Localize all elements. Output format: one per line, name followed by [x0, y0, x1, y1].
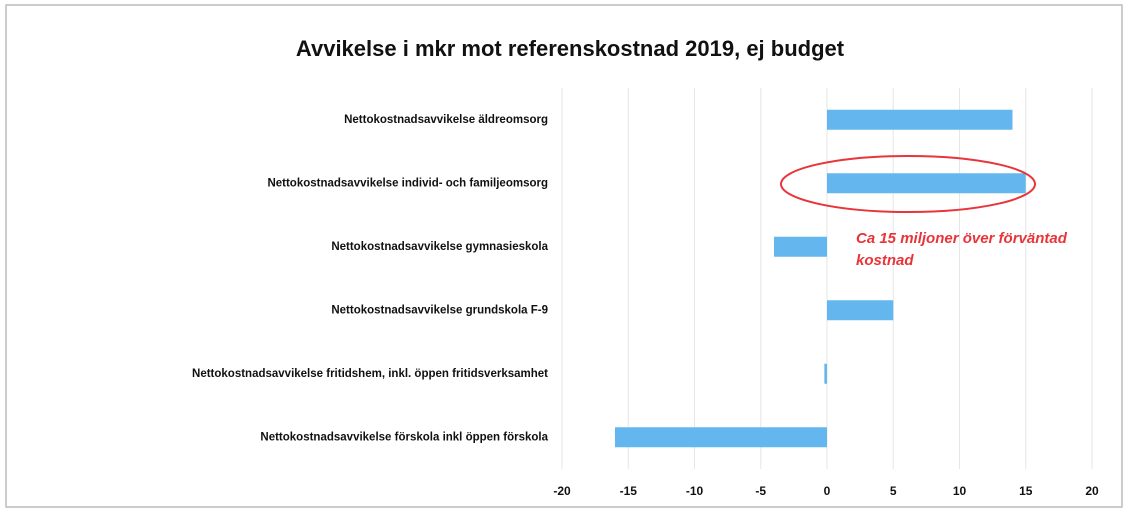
y-tick-label: Nettokostnadsavvikelse äldreomsorg [344, 114, 548, 126]
y-tick-label: Nettokostnadsavvikelse fritidshem, inkl.… [192, 368, 548, 380]
x-tick-label: 0 [824, 484, 831, 498]
highlight-ellipse [780, 155, 1036, 213]
bar [827, 173, 1026, 194]
bar [615, 427, 827, 448]
frame [5, 4, 1123, 508]
x-tick-label: 20 [1085, 484, 1099, 498]
chart-title: Avvikelse i mkr mot referenskostnad 2019… [296, 36, 845, 61]
y-tick-label: Nettokostnadsavvikelse grundskola F-9 [331, 304, 548, 316]
y-tick-label: Nettokostnadsavvikelse individ- och fami… [267, 177, 548, 189]
x-tick-label: 5 [890, 484, 897, 498]
x-tick-label: -5 [755, 484, 766, 498]
x-tick-label: -15 [620, 484, 638, 498]
bar [824, 363, 827, 384]
bar [827, 300, 894, 321]
y-tick-label: Nettokostnadsavvikelse förskola inkl öpp… [260, 431, 548, 443]
x-tick-label: -10 [686, 484, 704, 498]
annotation: Ca 15 miljoner över förväntad kostnad [856, 230, 1067, 269]
x-tick-label: 15 [1019, 484, 1033, 498]
y-tick-label: Nettokostnadsavvikelse gymnasieskola [331, 241, 548, 253]
x-tick-label: 10 [953, 484, 967, 498]
bar [827, 109, 1013, 130]
bar [774, 236, 827, 257]
x-tick-label: -20 [553, 484, 571, 498]
